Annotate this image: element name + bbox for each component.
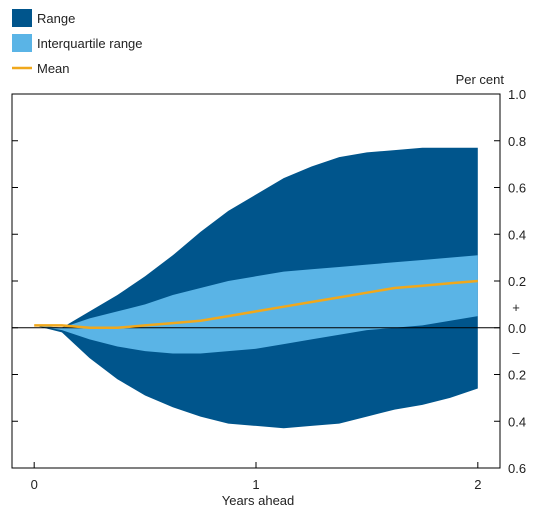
x-axis-label: Years ahead — [222, 493, 295, 508]
y-tick-label: 0.0 — [508, 321, 526, 336]
x-tick-label: 0 — [31, 477, 38, 492]
x-axis: 0 1 2 — [31, 462, 481, 492]
legend-label-mean: Mean — [37, 61, 70, 76]
x-tick-label: 2 — [474, 477, 481, 492]
plot-area — [12, 147, 500, 429]
legend: Range Interquartile range Mean — [12, 9, 143, 76]
y-tick-label: 0.2 — [508, 368, 526, 383]
sign-minus: – — [512, 345, 520, 360]
y-tick-label: 0.2 — [508, 274, 526, 289]
legend-label-interquartile: Interquartile range — [37, 36, 143, 51]
unit-label: Per cent — [456, 72, 505, 87]
y-tick-label: 0.4 — [508, 227, 526, 242]
y-tick-label: 0.6 — [508, 181, 526, 196]
y-tick-label: 0.6 — [508, 461, 526, 476]
x-tick-label: 1 — [252, 477, 259, 492]
interquartile-band — [34, 255, 478, 354]
mean-line — [34, 279, 478, 330]
sign-plus: + — [512, 300, 520, 315]
legend-swatch-range — [12, 9, 32, 27]
y-tick-label: 0.8 — [508, 134, 526, 149]
legend-swatch-interquartile — [12, 34, 32, 52]
y-axis: 1.0 0.8 0.6 0.4 0.2 0.0 0.2 0.4 0.6 — [12, 87, 526, 476]
legend-label-range: Range — [37, 11, 75, 26]
y-tick-label: 0.4 — [508, 414, 526, 429]
y-tick-label: 1.0 — [508, 87, 526, 102]
